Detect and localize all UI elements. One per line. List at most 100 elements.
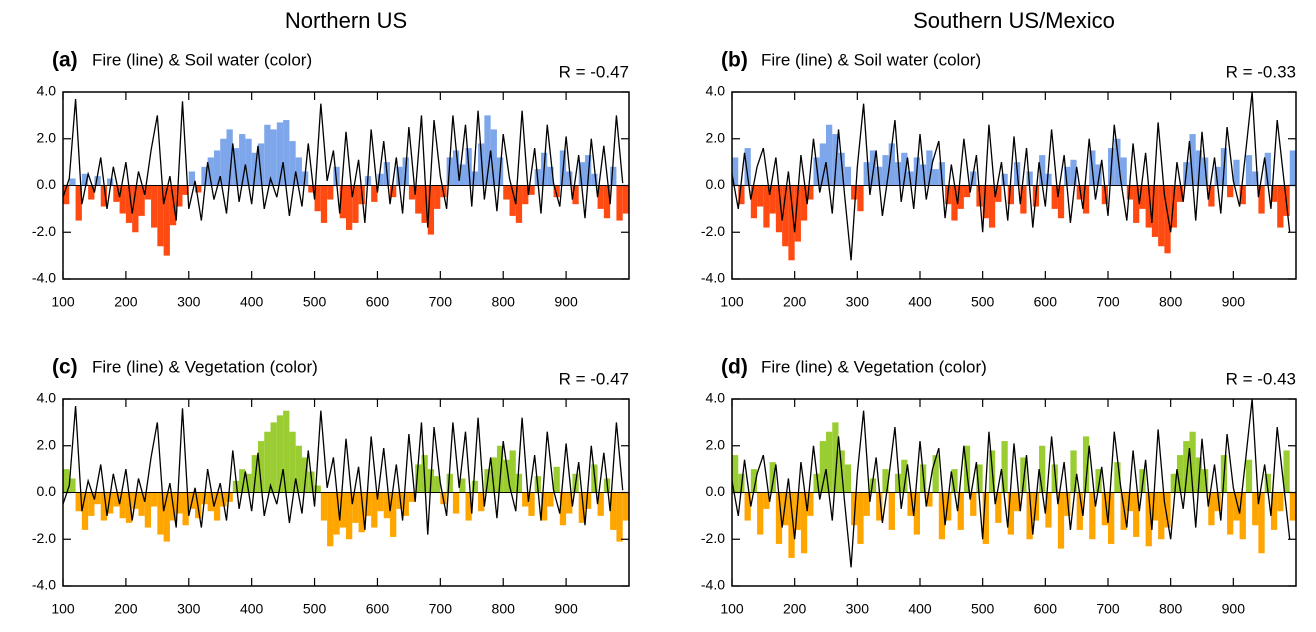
- bar: [257, 441, 265, 493]
- x-tick-label: 500: [971, 294, 995, 310]
- panel: Northern US (a) Fire (line) & Soil water (…: [32, 8, 630, 310]
- bar: [213, 150, 221, 186]
- bar: [207, 492, 214, 512]
- bar: [540, 492, 548, 521]
- bar: [327, 185, 334, 200]
- bar: [807, 185, 814, 200]
- bar: [289, 141, 296, 186]
- bar: [421, 185, 428, 223]
- bar: [270, 422, 277, 493]
- bar: [888, 492, 895, 530]
- y-tick-label: 2.0: [706, 129, 726, 145]
- bar: [547, 166, 554, 186]
- bar: [782, 492, 789, 526]
- bar: [1252, 492, 1259, 526]
- bar: [352, 492, 359, 523]
- bar: [226, 492, 233, 502]
- bar: [182, 185, 189, 195]
- panel-label: (d): [721, 356, 748, 379]
- bar: [869, 150, 877, 186]
- bar: [610, 492, 617, 530]
- bar: [138, 492, 145, 516]
- bar: [957, 185, 964, 209]
- bar: [813, 157, 820, 186]
- bar: [794, 185, 801, 242]
- bar: [1057, 492, 1065, 549]
- bar: [857, 492, 864, 544]
- bar: [339, 492, 346, 528]
- bar: [377, 173, 384, 186]
- bar: [882, 469, 889, 493]
- x-tick-label: 600: [1034, 601, 1058, 617]
- bar: [490, 129, 497, 186]
- bar: [907, 492, 914, 516]
- bar: [1126, 185, 1134, 200]
- x-tick-label: 200: [114, 601, 138, 617]
- bar: [176, 492, 183, 514]
- bar: [1227, 185, 1234, 198]
- bar: [757, 185, 764, 207]
- bar: [894, 162, 902, 186]
- y-tick-label: -4.0: [32, 577, 56, 593]
- x-tick-label: 200: [114, 294, 138, 310]
- bar: [807, 492, 814, 516]
- bar: [88, 185, 95, 200]
- bar: [113, 185, 120, 202]
- bar: [69, 178, 76, 186]
- bar: [478, 492, 485, 512]
- bar: [938, 492, 946, 540]
- bar: [1120, 492, 1127, 530]
- bar: [1001, 441, 1008, 493]
- bar: [371, 492, 378, 528]
- bar: [901, 152, 908, 186]
- bar: [1252, 171, 1259, 186]
- bar: [982, 492, 989, 544]
- bar: [132, 185, 139, 233]
- x-tick-label: 900: [1222, 601, 1246, 617]
- x-tick-label: 800: [1159, 601, 1183, 617]
- bar: [1151, 185, 1159, 237]
- bar: [1270, 492, 1278, 530]
- bar: [813, 473, 820, 493]
- x-tick-label: 300: [177, 601, 201, 617]
- bar: [515, 185, 523, 223]
- x-tick-label: 500: [303, 601, 327, 617]
- y-tick-label: 2.0: [706, 436, 726, 452]
- bar: [1101, 492, 1108, 526]
- bar: [584, 492, 592, 509]
- bar: [1245, 155, 1253, 186]
- bar: [738, 185, 745, 205]
- x-tick-label: 500: [303, 294, 327, 310]
- bar: [1133, 492, 1140, 537]
- bar: [1026, 171, 1033, 186]
- bar: [1208, 185, 1215, 207]
- bar: [750, 469, 758, 493]
- x-tick-label: 100: [51, 601, 75, 617]
- bar: [769, 462, 776, 493]
- bar: [951, 469, 958, 493]
- bar: [75, 492, 82, 512]
- bar: [157, 185, 164, 247]
- correlation: R = -0.43: [1226, 369, 1296, 388]
- bar: [528, 492, 535, 516]
- x-tick-label: 700: [429, 294, 453, 310]
- bar: [295, 157, 302, 186]
- bar: [113, 492, 120, 507]
- bar: [932, 455, 939, 493]
- bar: [1095, 469, 1102, 493]
- bar: [226, 129, 233, 186]
- bar: [932, 169, 939, 186]
- bar: [220, 138, 227, 186]
- bar: [100, 492, 108, 521]
- bar: [1208, 492, 1215, 526]
- y-tick-label: -2.0: [701, 530, 725, 546]
- bar: [1045, 173, 1052, 186]
- bar: [157, 492, 164, 535]
- bar: [851, 185, 858, 200]
- bar: [251, 455, 258, 493]
- fire-line: [731, 398, 1291, 568]
- panel: Southern US/Mexico (b) Fire (line) & Soil …: [701, 8, 1297, 310]
- bar: [1227, 492, 1234, 535]
- bar: [1176, 455, 1184, 493]
